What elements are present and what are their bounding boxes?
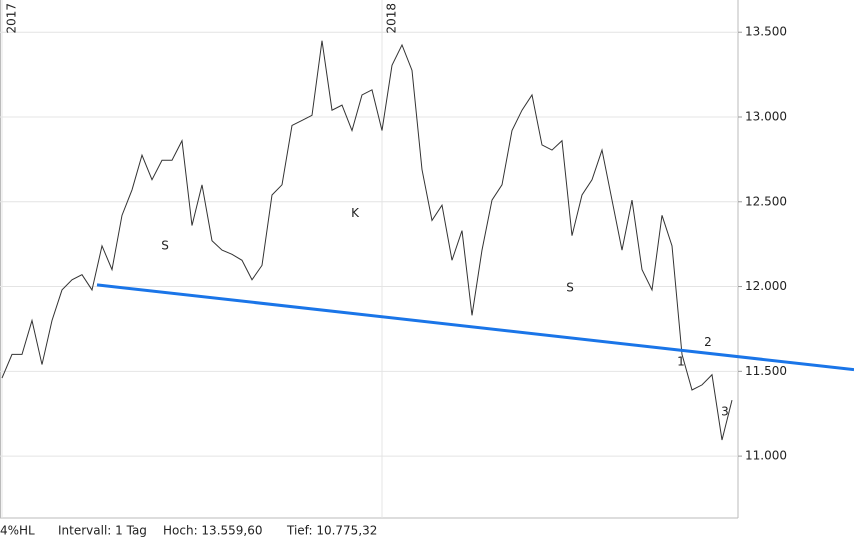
annotation: K [351,206,360,220]
y-tick-label: 13.500 [745,25,787,39]
footer-text: 4%HL [0,524,35,538]
footer-text: Hoch: 13.559,60 [163,524,263,538]
y-tick-label: 13.000 [745,109,787,123]
y-tick-label: 11.000 [745,449,787,463]
annotation: 2 [704,335,712,349]
annotation: 3 [721,405,729,419]
x-tick-label: 2017 [5,3,19,34]
trendline [96,283,854,372]
x-tick-label: 2018 [385,3,399,34]
annotation: S [566,281,574,295]
footer-text: Tief: 10.775,32 [286,524,377,538]
footer-text: Intervall: 1 Tag [58,524,147,538]
price-line [1,40,733,441]
annotation: 1 [677,355,685,369]
y-tick-label: 12.500 [745,194,787,208]
annotation: S [161,238,169,252]
y-tick-label: 11.500 [745,364,787,378]
y-tick-label: 12.000 [745,279,787,293]
